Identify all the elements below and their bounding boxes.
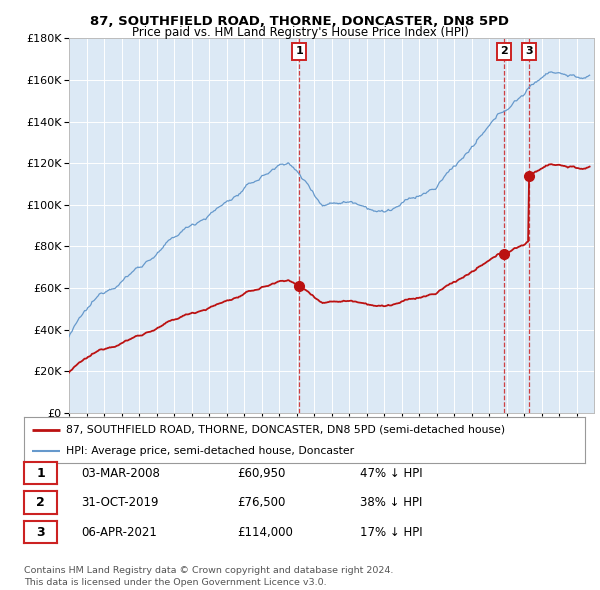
Text: £76,500: £76,500 bbox=[237, 496, 286, 509]
Text: 87, SOUTHFIELD ROAD, THORNE, DONCASTER, DN8 5PD: 87, SOUTHFIELD ROAD, THORNE, DONCASTER, … bbox=[91, 15, 509, 28]
Text: Price paid vs. HM Land Registry's House Price Index (HPI): Price paid vs. HM Land Registry's House … bbox=[131, 26, 469, 39]
Text: 3: 3 bbox=[525, 47, 533, 57]
Text: 3: 3 bbox=[36, 526, 45, 539]
Text: £60,950: £60,950 bbox=[237, 467, 286, 480]
Text: HPI: Average price, semi-detached house, Doncaster: HPI: Average price, semi-detached house,… bbox=[66, 445, 354, 455]
Text: 03-MAR-2008: 03-MAR-2008 bbox=[81, 467, 160, 480]
Text: 17% ↓ HPI: 17% ↓ HPI bbox=[360, 526, 422, 539]
Text: £114,000: £114,000 bbox=[237, 526, 293, 539]
Text: 2: 2 bbox=[500, 47, 508, 57]
Text: 87, SOUTHFIELD ROAD, THORNE, DONCASTER, DN8 5PD (semi-detached house): 87, SOUTHFIELD ROAD, THORNE, DONCASTER, … bbox=[66, 425, 505, 435]
Text: 2: 2 bbox=[36, 496, 45, 509]
Text: 31-OCT-2019: 31-OCT-2019 bbox=[81, 496, 158, 509]
Text: 06-APR-2021: 06-APR-2021 bbox=[81, 526, 157, 539]
Text: 1: 1 bbox=[296, 47, 304, 57]
Text: 1: 1 bbox=[36, 467, 45, 480]
Text: Contains HM Land Registry data © Crown copyright and database right 2024.
This d: Contains HM Land Registry data © Crown c… bbox=[24, 566, 394, 587]
Text: 38% ↓ HPI: 38% ↓ HPI bbox=[360, 496, 422, 509]
Text: 47% ↓ HPI: 47% ↓ HPI bbox=[360, 467, 422, 480]
